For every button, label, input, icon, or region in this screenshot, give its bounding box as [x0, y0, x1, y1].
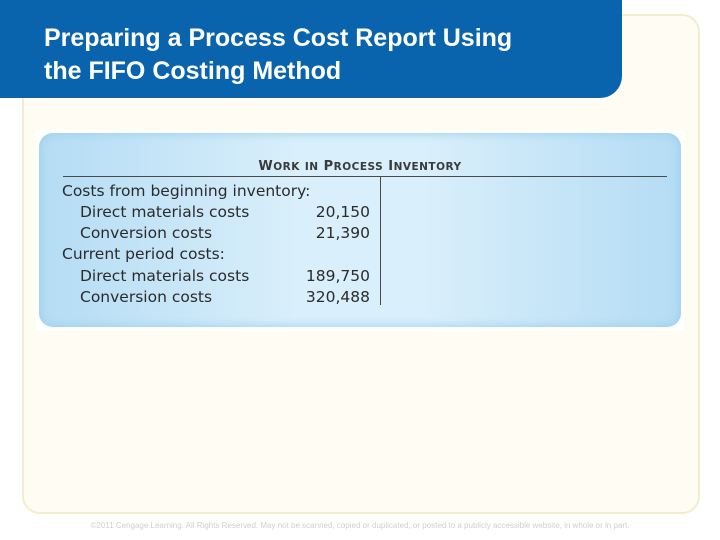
- row-beginning-inventory-heading: Costs from beginning inventory:: [62, 182, 370, 203]
- row-current-direct-materials: Direct materials costs 189,750: [62, 267, 370, 288]
- slide-title: Preparing a Process Cost Report Using th…: [44, 22, 622, 88]
- row-label: Costs from beginning inventory:: [62, 182, 311, 200]
- row-amount: 320,488: [305, 288, 370, 306]
- row-current-conversion: Conversion costs 320,488: [62, 288, 370, 309]
- row-label: Conversion costs: [80, 288, 213, 306]
- row-label: Current period costs:: [62, 245, 225, 263]
- row-amount: 189,750: [305, 267, 370, 285]
- row-amount: 20,150: [315, 203, 370, 221]
- title-banner: Preparing a Process Cost Report Using th…: [0, 0, 622, 98]
- slide-title-line-2: the FIFO Costing Method: [44, 57, 342, 85]
- row-beginning-direct-materials: Direct materials costs 20,150: [62, 203, 370, 224]
- t-account-title: WORK IN PROCESS INVENTORY: [258, 159, 462, 174]
- row-current-period-heading: Current period costs:: [62, 245, 370, 266]
- row-amount: 21,390: [315, 224, 370, 242]
- t-account-top-rule: [63, 176, 667, 177]
- row-label: Direct materials costs: [80, 267, 250, 285]
- slide-title-line-1: Preparing a Process Cost Report Using: [44, 24, 513, 52]
- t-account-panel: WORK IN PROCESS INVENTORY Costs from beg…: [39, 133, 681, 327]
- row-beginning-conversion: Conversion costs 21,390: [62, 224, 370, 245]
- row-label: Direct materials costs: [80, 203, 250, 221]
- copyright-notice: ©2011 Cengage Learning. All Rights Reser…: [90, 521, 630, 530]
- t-account-figure: WORK IN PROCESS INVENTORY Costs from beg…: [36, 130, 684, 330]
- row-label: Conversion costs: [80, 224, 213, 242]
- t-account-center-rule: [380, 176, 381, 305]
